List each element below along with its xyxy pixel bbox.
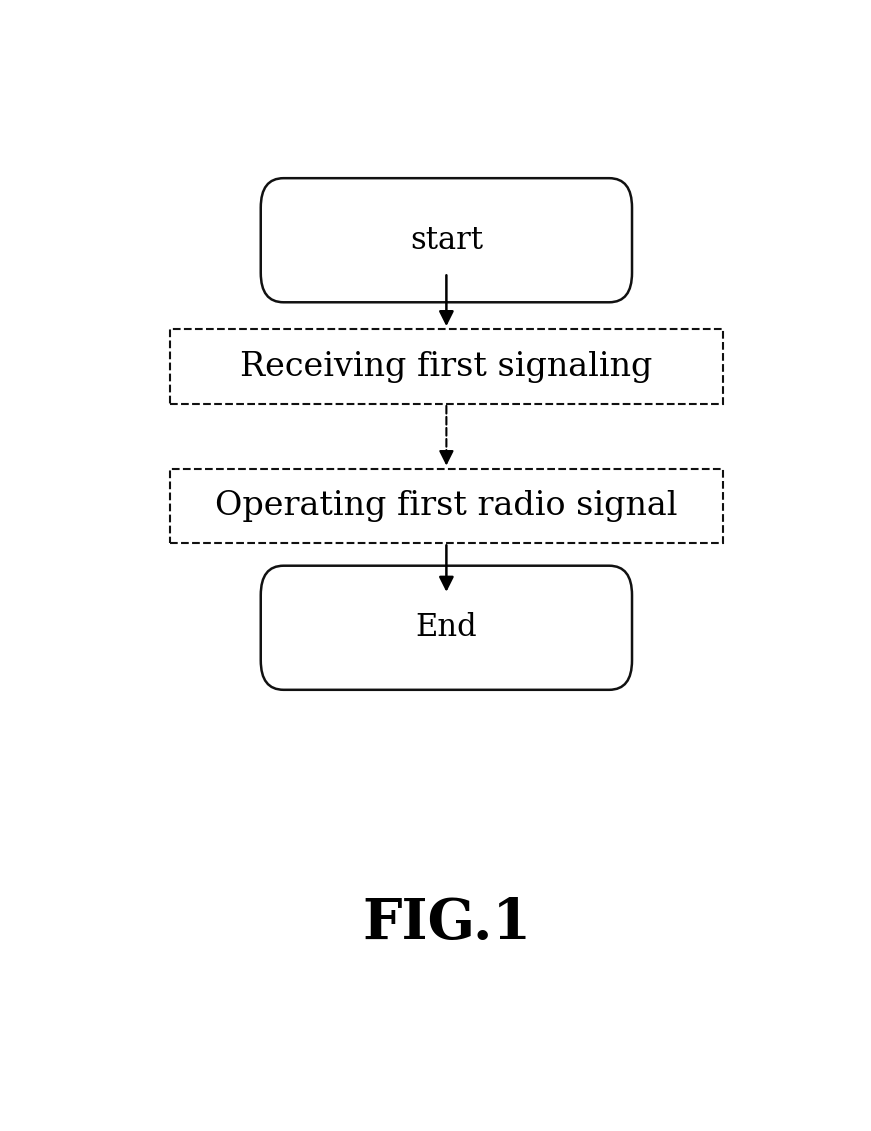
FancyBboxPatch shape [260,566,632,690]
FancyBboxPatch shape [260,179,632,302]
Text: End: End [415,612,477,644]
FancyBboxPatch shape [170,469,723,543]
Text: FIG.1: FIG.1 [361,897,531,951]
Text: Operating first radio signal: Operating first radio signal [215,490,678,521]
FancyBboxPatch shape [170,329,723,404]
Text: start: start [410,225,483,256]
Text: Receiving first signaling: Receiving first signaling [240,351,652,382]
